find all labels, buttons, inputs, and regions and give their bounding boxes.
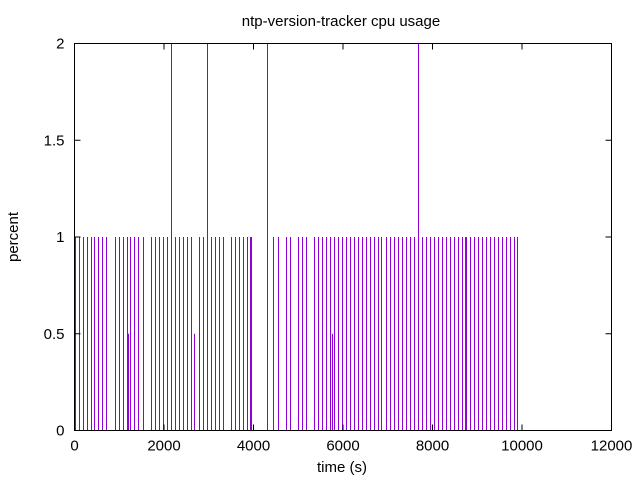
series-spikes xyxy=(75,43,518,431)
x-tick-label: 10000 xyxy=(501,438,543,455)
y-tick-label: 2 xyxy=(56,36,64,53)
chart-title: ntp-version-tracker cpu usage xyxy=(242,13,440,30)
x-tick-label: 4000 xyxy=(237,438,270,455)
x-tick-label: 2000 xyxy=(147,438,180,455)
y-axis-label: percent xyxy=(5,211,22,262)
x-axis-ticks: 0 2000 4000 6000 8000 10000 12000 xyxy=(70,43,633,455)
x-tick-label: 0 xyxy=(70,438,78,455)
x-axis-label: time (s) xyxy=(317,459,367,476)
plot-frame xyxy=(74,43,612,431)
x-tick-label: 12000 xyxy=(591,438,633,455)
y-tick-label: 0 xyxy=(56,423,64,440)
y-tick-label: 0.5 xyxy=(44,326,65,343)
x-tick-label: 8000 xyxy=(416,438,449,455)
y-tick-label: 1 xyxy=(56,229,64,246)
y-tick-label: 1.5 xyxy=(44,132,65,149)
x-tick-label: 6000 xyxy=(326,438,359,455)
